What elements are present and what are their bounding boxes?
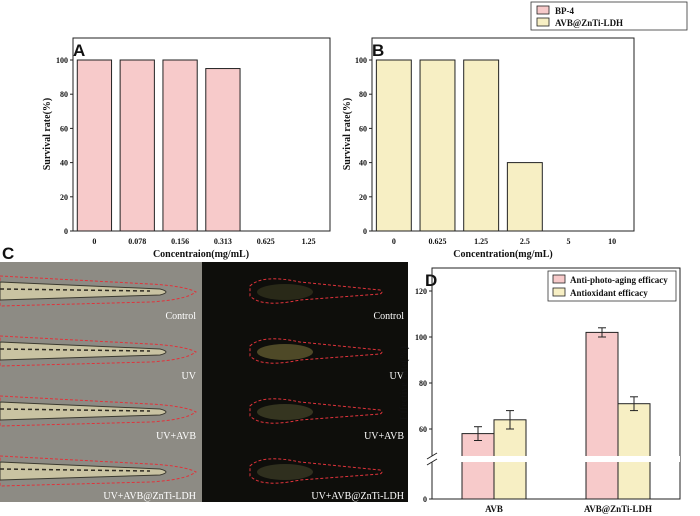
panel-d-xtick-label: AVB [485, 504, 503, 514]
panel-b-xtick-label: 0.625 [429, 237, 447, 246]
panel-b-ytick-label: 100 [355, 56, 367, 65]
panel-c-images: C Control Control UV UV UV+AVB UV+AVB UV+AVB@Z… [0, 244, 408, 502]
top-legend: BP-4 AVB@ZnTi-LDH [530, 1, 688, 31]
panel-c-letter: C [2, 244, 14, 263]
zebrafish-body-brightfield [0, 461, 167, 481]
panel-d-axis-break [426, 456, 680, 462]
row-label-brightfield: UV+AVB@ZnTi-LDH [103, 491, 196, 502]
panel-b-letter: B [372, 41, 384, 60]
panel-a-ytick-label: 80 [60, 90, 68, 99]
fluorescence-outline [249, 278, 383, 304]
panel-b-xtick-label: 1.25 [474, 237, 488, 246]
panel-d-legend-label-antioxidant: Antioxidant efficacy [570, 288, 648, 298]
row-label-brightfield: Control [165, 311, 196, 322]
brightfield-outline [0, 455, 197, 487]
zebrafish-body-brightfield [0, 401, 167, 421]
panel-d-ylabel: Effective rate(%) [399, 346, 410, 420]
panel-d-break-mark [426, 458, 438, 466]
panel-d-xtick-label: AVB@ZnTi-LDH [584, 504, 652, 514]
panel-b-frame [371, 37, 635, 232]
panel-d-bar [461, 433, 495, 500]
panel-b-ytick-label: 80 [359, 90, 367, 99]
panel-a-xtick-label: 0.078 [128, 237, 146, 246]
panel-b-ytick-label: 0 [363, 227, 367, 236]
row-label-fluorescence: Control [373, 311, 404, 322]
fluorescence-signal [257, 404, 313, 420]
panel-a-ytick-label: 0 [64, 227, 68, 236]
panel-a-letter: A [73, 41, 85, 60]
panel-b-bar [419, 59, 456, 232]
panel-a-ytick-label: 20 [60, 193, 68, 202]
panel-d-bar [617, 403, 651, 500]
brightfield-panel [0, 262, 202, 502]
panel-a-bar [76, 59, 113, 232]
fluorescence-outline [249, 458, 383, 484]
panel-b-ytick-label: 60 [359, 124, 367, 133]
zebrafish-body-brightfield [0, 281, 167, 301]
row-label-fluorescence: UV+AVB@ZnTi-LDH [311, 491, 404, 502]
panel-a-ytick-label: 100 [56, 56, 68, 65]
row-label-brightfield: UV+AVB [156, 431, 196, 442]
panel-b-xlabel: Concentration(mg/mL) [453, 249, 552, 260]
panel-a-bar [162, 59, 198, 232]
panel-d-break-mark [426, 452, 438, 460]
panel-a-ytick-label: 60 [60, 124, 68, 133]
panel-b-bar [375, 59, 412, 232]
panel-d-legend-swatch-antiaging [552, 274, 566, 284]
fluorescence-signal [257, 344, 313, 360]
row-label-fluorescence: UV [390, 371, 405, 382]
brightfield-outline [0, 275, 197, 307]
panel-d-letter: D [425, 271, 437, 290]
fluorescence-signal [257, 284, 313, 300]
panel-b-bar [506, 162, 543, 232]
panel-d-ytick-label: 0 [423, 495, 427, 504]
panel-a-xlabel: Concentraion(mg/mL) [153, 249, 249, 260]
panel-a-frame [72, 37, 331, 232]
legend-label-bp4: BP-4 [555, 6, 574, 16]
zebrafish-body-brightfield [0, 341, 167, 361]
legend-swatch-avb-ldh [536, 17, 550, 27]
panel-b-bar [463, 59, 500, 232]
panel-d-legend-swatch-antioxidant [552, 287, 566, 297]
panel-d-bar [585, 331, 619, 500]
legend-swatch-bp4 [536, 5, 550, 15]
panel-a-xtick-label: 0.625 [257, 237, 275, 246]
panel-a-xtick-label: 1.25 [302, 237, 316, 246]
panel-d-legend [547, 270, 677, 302]
panel-b-ytick-label: 20 [359, 193, 367, 202]
panel-d-chart: D Effective rate(%) Anti-photo-aging eff… [399, 267, 681, 514]
panel-a-bar [119, 59, 155, 232]
panel-b-xtick-label: 10 [608, 237, 616, 246]
panel-d-ytick-label: 60 [419, 425, 427, 434]
panel-a-ytick-label: 40 [60, 159, 68, 168]
fluorescence-signal [257, 464, 313, 480]
row-label-brightfield: UV [182, 371, 197, 382]
legend-label-avb-ldh: AVB@ZnTi-LDH [555, 18, 623, 28]
panel-d-ytick-label: 100 [415, 333, 427, 342]
fluorescence-outline [249, 338, 383, 364]
brightfield-outline [0, 395, 197, 427]
panel-b-xtick-label: 5 [567, 237, 571, 246]
panel-b-xtick-label: 2.5 [520, 237, 530, 246]
panel-d-legend-label-antiaging: Anti-photo-aging efficacy [570, 275, 668, 285]
fluorescence-panel [202, 262, 408, 502]
panel-b-chart: B Survival rate(%) Concentration(mg/mL) … [342, 37, 635, 260]
panel-b-ylabel: Survival rate(%) [342, 98, 353, 171]
row-label-fluorescence: UV+AVB [364, 431, 404, 442]
fluorescence-outline [249, 398, 383, 424]
panel-b-xtick-label: 0 [392, 237, 396, 246]
panel-d-ytick-label: 120 [415, 287, 427, 296]
brightfield-outline [0, 335, 197, 367]
panel-a-xtick-label: 0.313 [214, 237, 232, 246]
panel-a-chart: A Survival rate(%) Concentraion(mg/mL) 0… [42, 37, 331, 260]
panel-b-ytick-label: 40 [359, 159, 367, 168]
panel-a-xtick-label: 0.156 [171, 237, 189, 246]
panel-a-bar [205, 68, 241, 232]
panel-a-xtick-label: 0 [92, 237, 96, 246]
panel-a-ylabel: Survival rate(%) [42, 98, 53, 171]
panel-d-ytick-label: 80 [419, 379, 427, 388]
